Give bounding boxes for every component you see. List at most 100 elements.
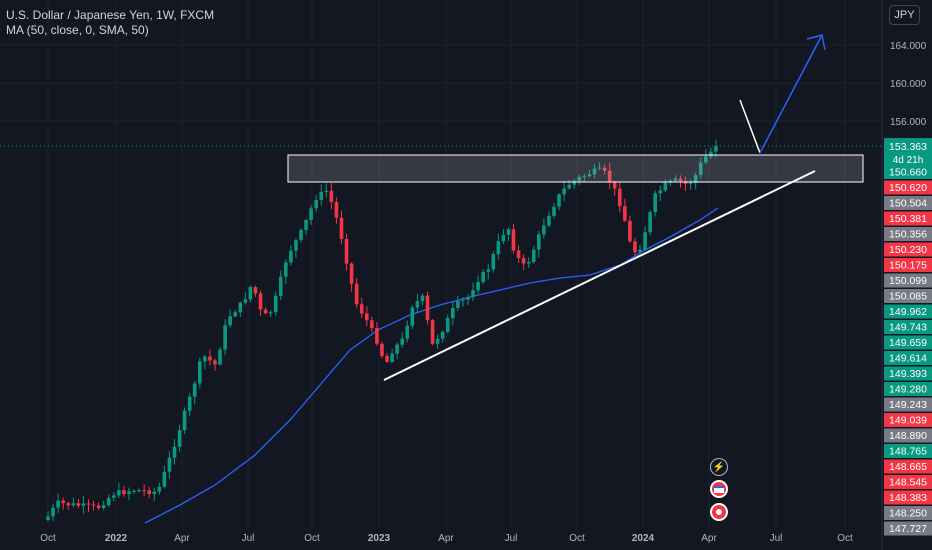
candle-body	[106, 497, 111, 506]
candle-body	[420, 295, 425, 302]
candle-body	[415, 301, 420, 308]
ascending-trendline[interactable]	[383, 170, 816, 381]
candle-body	[243, 299, 248, 303]
candle-body	[304, 219, 308, 230]
price-label: 150.230	[884, 242, 932, 257]
candle-body	[117, 490, 121, 496]
price-label-text: 149.962	[889, 306, 927, 318]
price-label-text: 148.545	[889, 477, 927, 489]
price-label: 148.545	[884, 475, 932, 489]
candle-body	[440, 331, 445, 339]
x-tick-label: Apr	[701, 533, 717, 544]
candle-body	[132, 491, 136, 493]
candle-body	[582, 176, 587, 178]
candle-body	[122, 490, 126, 495]
candle-body	[349, 263, 354, 284]
candle-body	[127, 491, 131, 495]
moving-average-line	[144, 207, 719, 524]
pullback-path-line[interactable]	[739, 99, 761, 154]
price-label: 149.243	[884, 397, 932, 412]
candle-body	[714, 146, 718, 152]
candle-body	[390, 353, 394, 362]
price-label: 150.175	[884, 258, 932, 272]
candle-body	[187, 396, 192, 411]
candle-body	[228, 316, 232, 326]
price-label-text: 150.356	[889, 229, 927, 241]
candle-body	[506, 229, 511, 235]
price-label: 149.614	[884, 351, 932, 365]
currency-button[interactable]: JPY	[889, 5, 920, 25]
price-label: 150.356	[884, 227, 932, 241]
price-label: 148.890	[884, 428, 932, 443]
x-tick-label: 2023	[368, 533, 391, 544]
x-tick-label: Oct	[569, 533, 585, 544]
price-label-text: 149.280	[889, 384, 927, 396]
price-label-text: 149.039	[889, 415, 927, 427]
candle-body	[238, 302, 243, 313]
candle-body	[537, 234, 541, 250]
candle-body	[461, 299, 465, 301]
candle-body	[142, 490, 146, 492]
chart-legend: U.S. Dollar / Japanese Yen, 1W, FXCM MA …	[6, 8, 214, 38]
candle-body	[577, 176, 582, 181]
price-label-text: 148.890	[889, 430, 927, 442]
candle-body	[263, 309, 268, 314]
candle-body	[688, 182, 693, 184]
us-flag-icon[interactable]	[710, 480, 728, 498]
candle-body	[223, 325, 227, 350]
price-label: 150.660	[884, 165, 932, 179]
x-tick-label: Apr	[174, 533, 190, 544]
x-tick-label: Oct	[837, 533, 853, 544]
candle-body	[213, 360, 217, 365]
x-tick-label: Jul	[505, 533, 518, 544]
candle-body	[182, 410, 187, 431]
candle-body	[233, 312, 238, 317]
candle-body	[101, 505, 106, 508]
candle-body	[177, 430, 182, 447]
x-tick-label: 2022	[105, 533, 128, 544]
candle-body	[496, 241, 501, 255]
candle-body	[385, 355, 389, 362]
candle-body	[643, 232, 647, 250]
candle-body	[405, 325, 410, 339]
price-label: 150.381	[884, 211, 932, 226]
price-label-text: 150.504	[889, 198, 927, 210]
resistance-zone-rectangle[interactable]	[287, 154, 864, 183]
price-label-text: 150.085	[889, 291, 927, 303]
candle-body	[359, 304, 364, 314]
price-label-text: 150.660	[889, 167, 927, 179]
bar-countdown-label: 4d 21h	[893, 155, 924, 166]
price-label-text: 150.099	[889, 275, 927, 287]
candle-body	[678, 178, 683, 181]
candle-body	[334, 202, 339, 218]
candle-body	[198, 361, 202, 384]
target-icon[interactable]	[710, 503, 728, 521]
projection-arrow-line[interactable]	[759, 34, 823, 154]
candle-body	[451, 307, 455, 319]
candle-body	[471, 290, 475, 298]
candle-body	[521, 258, 526, 264]
x-tick-label: Oct	[40, 533, 56, 544]
y-tick-label: 164.000	[890, 41, 927, 52]
candle-body	[430, 320, 435, 344]
candle-body	[602, 167, 607, 171]
candle-body	[56, 500, 60, 508]
candle-body	[673, 178, 678, 181]
candle-body	[147, 490, 151, 495]
candle-body	[491, 254, 496, 270]
candle-body	[698, 162, 703, 176]
indicator-label[interactable]: MA (50, close, 0, SMA, 50)	[6, 23, 149, 37]
arrow-head	[806, 34, 826, 51]
candle-body	[709, 151, 713, 157]
candle-body	[400, 338, 404, 345]
lightning-icon[interactable]: ⚡	[710, 458, 728, 476]
candle-body	[516, 250, 521, 259]
candle-body	[253, 287, 258, 294]
symbol-title[interactable]: U.S. Dollar / Japanese Yen, 1W, FXCM	[6, 8, 215, 22]
price-label-text: 148.250	[889, 508, 927, 520]
candle-body	[526, 262, 531, 264]
candle-body	[542, 225, 546, 235]
candle-body	[61, 500, 65, 504]
candle-body	[344, 239, 349, 264]
